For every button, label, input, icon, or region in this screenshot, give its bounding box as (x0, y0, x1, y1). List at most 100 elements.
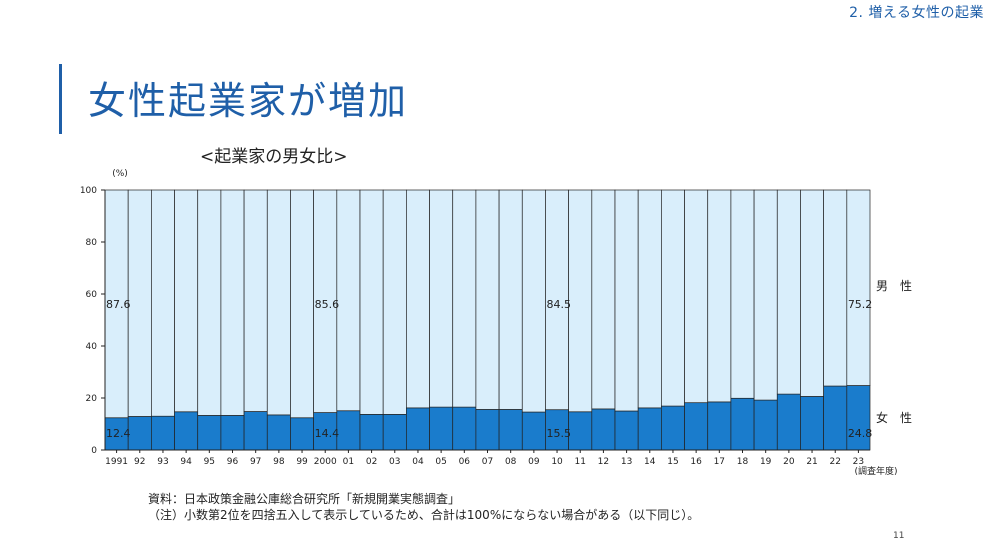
bar-female (568, 411, 593, 451)
x-tick-label: 10 (551, 457, 563, 467)
x-tick-label: 01 (343, 457, 354, 467)
x-tick-label: 92 (134, 457, 145, 467)
x-tick-label: 1991 (105, 457, 128, 467)
y-tick-label: 0 (91, 446, 97, 456)
bar-female (498, 409, 523, 451)
bar-male (846, 189, 871, 386)
bar-female (823, 385, 848, 451)
x-tick-label: 03 (389, 457, 400, 467)
bar-female (220, 415, 245, 451)
bar-male (429, 189, 454, 408)
bar-male (707, 189, 732, 403)
y-tick-label: 20 (86, 394, 98, 404)
x-tick-label: 22 (830, 457, 841, 467)
bar-female (197, 415, 222, 451)
data-label-female: 14.4 (315, 427, 340, 440)
bar-male (800, 189, 824, 397)
bar-male (661, 189, 685, 407)
bar-female (266, 414, 291, 451)
x-tick-label: 20 (783, 457, 795, 467)
bar-male (382, 189, 407, 415)
x-tick-label: 13 (621, 457, 632, 467)
bar-female (637, 407, 662, 451)
bar-male (614, 189, 639, 412)
bar-male (591, 189, 616, 410)
x-tick-label: 96 (227, 457, 239, 467)
data-label-male: 84.5 (546, 298, 571, 311)
x-tick-label: 12 (598, 457, 609, 467)
section-label: 2. 増える女性の起業 (849, 5, 984, 21)
x-tick-label: 15 (667, 457, 678, 467)
source-note: 資料：日本政策金融公庫総合研究所「新規開業実態調査」 (148, 492, 461, 506)
bar-female (707, 401, 732, 451)
x-tick-label: 09 (528, 457, 540, 467)
x-tick-label: 06 (459, 457, 471, 467)
y-tick-label: 60 (86, 290, 98, 300)
bar-male (568, 189, 593, 413)
x-tick-label: 05 (435, 457, 446, 467)
bar-male (197, 189, 222, 416)
x-axis-label: (調査年度) (854, 465, 897, 477)
bar-male (823, 189, 848, 387)
bar-female (846, 385, 871, 451)
chart-title: <起業家の男女比> (200, 147, 348, 167)
bar-female (753, 399, 778, 451)
x-tick-label: 94 (180, 457, 192, 467)
bar-male (127, 189, 152, 417)
bar-male (475, 189, 500, 410)
bar-female (452, 406, 477, 451)
bar-male (220, 189, 245, 416)
bar-female (127, 416, 152, 451)
x-tick-label: 2000 (314, 457, 337, 467)
x-tick-label: 04 (412, 457, 424, 467)
bar-female (776, 393, 801, 451)
x-tick-label: 98 (273, 457, 285, 467)
y-tick-label: 80 (86, 238, 98, 248)
bar-female (429, 406, 454, 451)
bar-male (684, 189, 709, 404)
legend-male: 男 性 (876, 279, 912, 293)
x-tick-label: 97 (250, 457, 261, 467)
x-tick-label: 95 (204, 457, 215, 467)
x-tick-label: 17 (714, 457, 725, 467)
bar-male (266, 189, 291, 416)
bar-female (336, 410, 361, 451)
bar-male (151, 189, 175, 417)
bar-male (637, 189, 662, 409)
bar-male (753, 189, 778, 401)
bar-female (684, 402, 709, 451)
x-tick-label: 07 (482, 457, 493, 467)
x-tick-label: 16 (690, 457, 702, 467)
bar-male (359, 189, 384, 415)
title-accent-bar (59, 64, 62, 134)
legend-female: 女 性 (876, 410, 912, 425)
page-title: 女性起業家が増加 (88, 79, 409, 123)
data-label-female: 15.5 (546, 427, 571, 440)
bar-female (243, 411, 268, 451)
bar-female (591, 408, 616, 451)
bar-female (661, 405, 685, 451)
data-label-female: 12.4 (106, 427, 131, 440)
data-label-male: 85.6 (315, 298, 340, 311)
bar-female (174, 411, 199, 451)
data-label-female: 24.8 (848, 427, 873, 440)
bar-female (290, 417, 314, 451)
bar-female (521, 411, 546, 451)
bar-male (290, 189, 314, 419)
x-tick-label: 23 (853, 457, 864, 467)
x-tick-label: 02 (366, 457, 377, 467)
data-label-male: 87.6 (106, 298, 131, 311)
rounding-note: （注）小数第2位を四捨五入して表示しているため、合計は100%にならない場合があ… (148, 508, 700, 522)
bar-female (730, 397, 755, 451)
x-tick-label: 21 (806, 457, 817, 467)
x-tick-label: 93 (157, 457, 168, 467)
bar-male (776, 189, 801, 395)
y-tick-label: 40 (86, 342, 98, 352)
bar-female (359, 414, 384, 451)
bar-female (800, 396, 824, 451)
bar-male (521, 189, 546, 413)
page-number: 11 (893, 531, 905, 541)
bar-female (475, 409, 500, 451)
bar-female (382, 414, 407, 451)
y-axis-label: (%) (112, 169, 128, 179)
